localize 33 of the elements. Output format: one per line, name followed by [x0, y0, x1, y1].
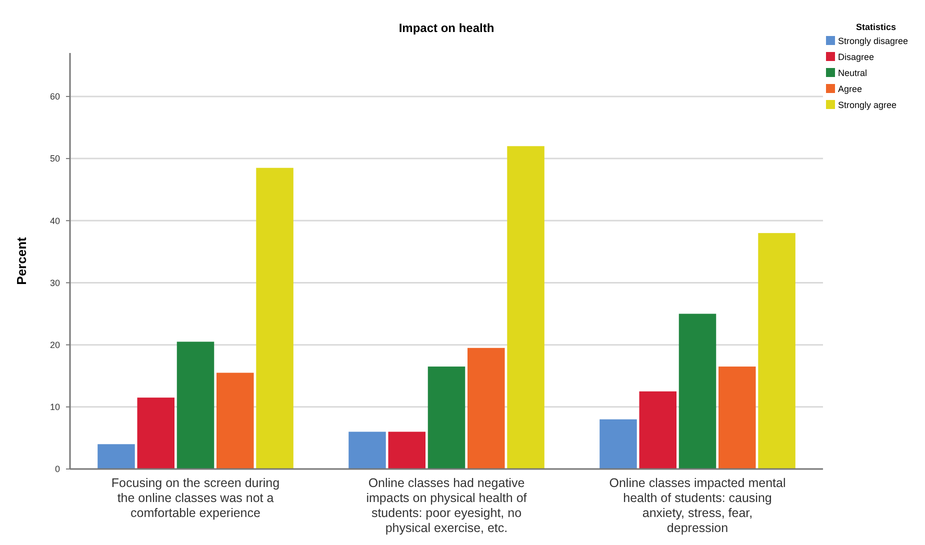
- bar: [176, 342, 214, 469]
- bar: [507, 146, 544, 469]
- bar: [678, 314, 716, 469]
- bar: [428, 366, 466, 469]
- bar: [718, 366, 756, 469]
- bar: [388, 432, 426, 469]
- bar: [137, 398, 174, 469]
- x-tick-label: Focusing on the screen during the online classes was not a comfortable experience: [111, 476, 280, 520]
- bar: [600, 419, 637, 469]
- y-tick-label: 10: [50, 402, 60, 412]
- bar: [256, 168, 294, 469]
- legend-label: Strongly agree: [838, 100, 897, 110]
- bar: [468, 348, 505, 469]
- y-tick-label: 20: [50, 340, 60, 350]
- bar: [758, 233, 796, 469]
- bar: [348, 432, 386, 469]
- x-tick-label: Online classes impacted mental health of students: causing anxiety, stress, fear, depression: [609, 476, 786, 535]
- y-tick-label: 30: [50, 278, 60, 288]
- legend-label: Strongly disagree: [838, 36, 908, 46]
- bar: [639, 391, 676, 469]
- y-axis-title: Percent: [14, 236, 29, 285]
- bar: [216, 372, 254, 469]
- x-tick-label: Online classes had negative impacts on physical health of students: poor eyesight, no physical exercise, etc.: [366, 476, 528, 535]
- y-tick-label: 0: [54, 464, 60, 474]
- bar: [98, 444, 135, 469]
- legend-label: Neutral: [838, 68, 868, 78]
- chart-title: Impact on health: [398, 21, 494, 35]
- y-tick-label: 40: [50, 216, 60, 226]
- legend-title: Statistics: [856, 22, 896, 32]
- legend-label: Disagree: [838, 52, 874, 62]
- y-tick-label: 50: [50, 154, 60, 164]
- legend-label: Agree: [838, 84, 862, 94]
- y-tick-label: 60: [50, 92, 60, 102]
